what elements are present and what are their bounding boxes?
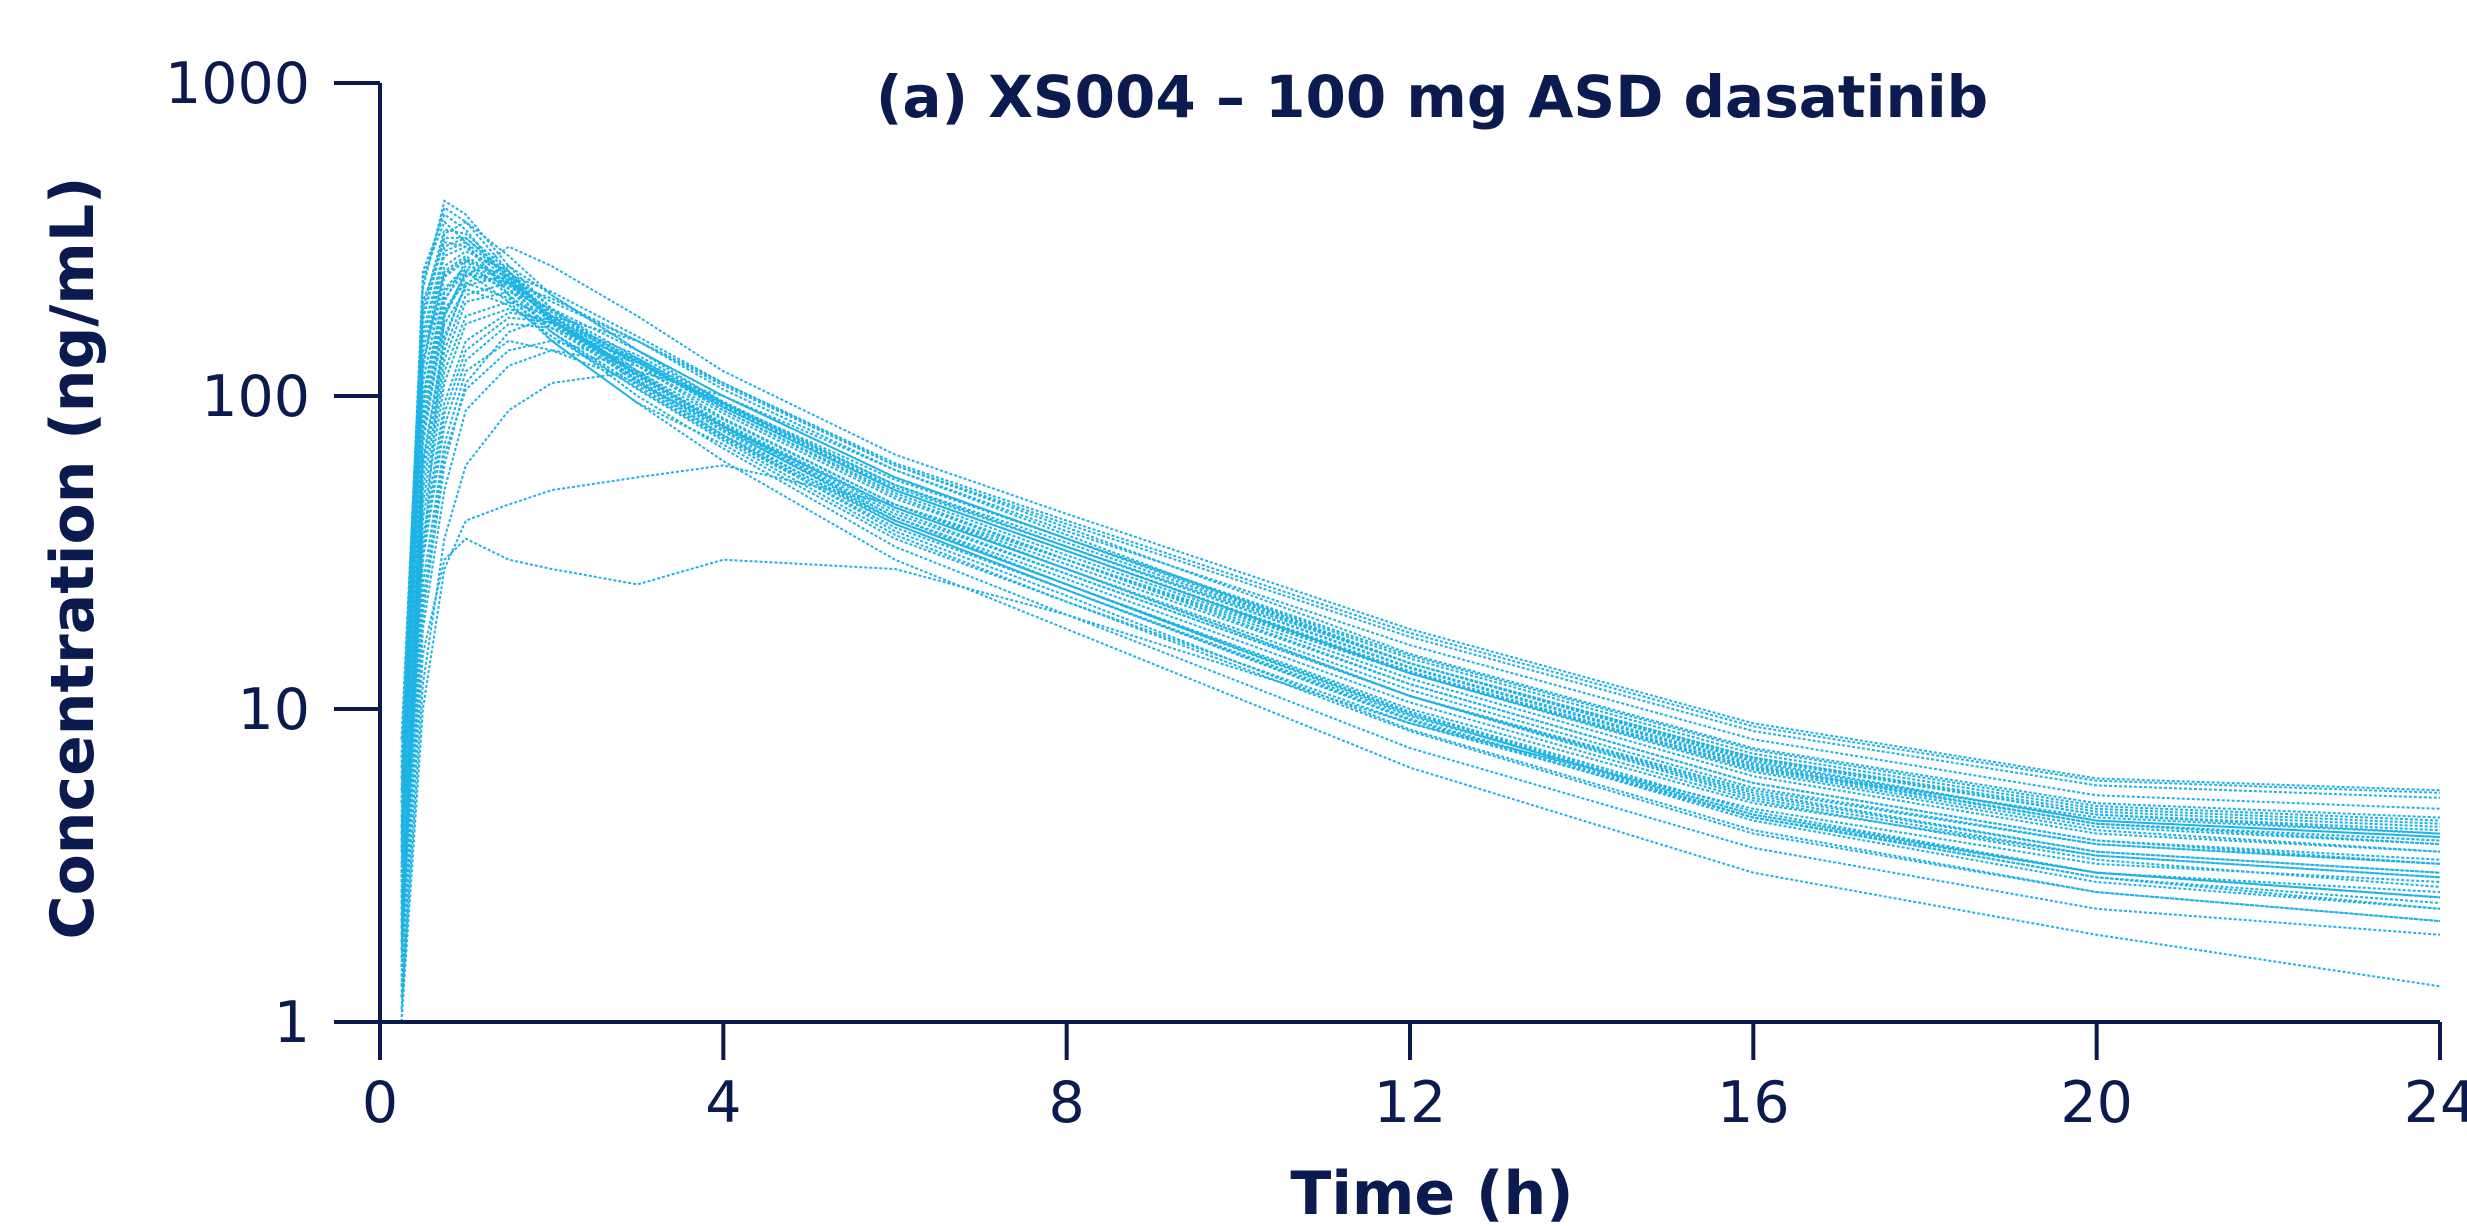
series-line-40 xyxy=(400,273,2441,922)
y-tick-label: 10 xyxy=(237,677,310,743)
x-tick-label: 16 xyxy=(1717,1070,1790,1136)
series-layer xyxy=(400,199,2441,1023)
series-line-32 xyxy=(400,307,2441,950)
series-line-7 xyxy=(400,537,2441,998)
series-line-39 xyxy=(400,316,2441,967)
series-line-37 xyxy=(400,270,2441,878)
series-line-26 xyxy=(400,254,2441,865)
series-line-3 xyxy=(400,199,2441,865)
x-tick-label: 24 xyxy=(2404,1070,2467,1136)
series-line-17 xyxy=(400,220,2441,988)
x-tick-label: 8 xyxy=(1049,1070,1085,1136)
x-tick-label: 12 xyxy=(1374,1070,1447,1136)
y-tick-label: 1000 xyxy=(165,51,310,117)
series-line-29 xyxy=(400,206,2441,923)
series-line-30 xyxy=(400,287,2441,909)
series-line-15 xyxy=(400,245,2441,915)
x-axis-title: Time (h) xyxy=(1290,1159,1573,1226)
series-line-38 xyxy=(400,257,2441,861)
series-line-27 xyxy=(400,290,2441,935)
series-line-6 xyxy=(400,464,2441,1023)
y-tick-label: 1 xyxy=(274,990,310,1056)
series-line-35 xyxy=(400,339,2441,987)
axes-layer: 1 10 100 1000 0 4 8 12 16 20 24 xyxy=(165,51,2467,1136)
x-tick-label: 20 xyxy=(2060,1070,2133,1136)
y-axis-title: Concentration (ng/mL) xyxy=(38,177,108,940)
series-line-19 xyxy=(400,267,2441,883)
series-line-33 xyxy=(400,245,2441,910)
series-line-34 xyxy=(400,273,2441,904)
series-line-18 xyxy=(400,259,2441,888)
series-line-31 xyxy=(400,264,2441,873)
series-line-20 xyxy=(400,311,2441,959)
series-line-9 xyxy=(400,220,2441,835)
series-line-21 xyxy=(400,241,2441,899)
series-line-14 xyxy=(400,250,2441,874)
series-line-24 xyxy=(400,228,2441,910)
x-tick-label: 4 xyxy=(705,1070,741,1136)
y-tick-label: 100 xyxy=(201,364,310,430)
series-line-36 xyxy=(400,236,2441,899)
series-line-1 xyxy=(400,269,2441,1023)
series-line-8 xyxy=(400,212,2441,936)
series-line-5 xyxy=(400,315,2441,967)
series-line-12 xyxy=(400,241,2441,923)
series-line-10 xyxy=(400,259,2441,898)
x-tick-label: 0 xyxy=(362,1070,398,1136)
series-line-22 xyxy=(400,281,2441,928)
series-line-2 xyxy=(400,236,2441,879)
chart-title: (a) XS004 – 100 mg ASD dasatinib xyxy=(876,63,1988,131)
